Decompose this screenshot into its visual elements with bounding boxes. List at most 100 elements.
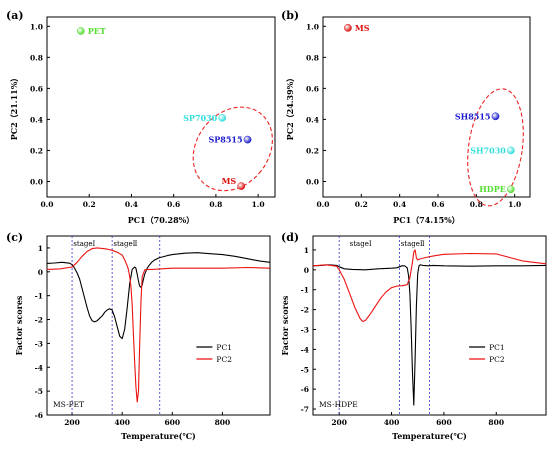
x-tick-label: 400 [384, 418, 400, 427]
panel-label: (b) [281, 9, 299, 22]
panel-b: (b) 0.0 0.2 0.4 0.6 0.8 1.0 0.0 0.2 0.4 0.6 0.8 1.0 P… [281, 9, 531, 225]
x-axis-title: Temperature(℃) [121, 431, 196, 441]
plot-frame [322, 16, 531, 198]
y-tick-label: 0.8 [306, 53, 319, 62]
y-tick-label: 0.2 [306, 146, 319, 155]
data-point-sh8515 [491, 112, 500, 121]
cluster-ellipse [467, 88, 524, 207]
point-label: PET [88, 26, 106, 36]
stage-label: stageⅠ [350, 240, 372, 248]
data-point-sp8515 [243, 135, 252, 144]
x-tick-label: 0.4 [125, 200, 138, 209]
y-tick-label: 0.0 [30, 177, 43, 186]
stage-label: stageⅡ [113, 240, 137, 248]
point-label: HDPE [479, 184, 506, 194]
x-tick-label: 0.6 [167, 200, 180, 209]
panel-c: (c) 200 400 600 800 1 0 -1 -2 -3 -4 -5 -6 Temperature… [6, 231, 271, 441]
x-tick-label: 0.4 [393, 200, 406, 209]
x-tick-label: 0.8 [209, 200, 222, 209]
point-label: SP7030 [183, 113, 217, 123]
y-tick-label: 1 [38, 244, 43, 253]
point-label: SP8515 [208, 135, 242, 145]
panel-label: (d) [281, 231, 299, 244]
series-line-pc2 [46, 247, 271, 403]
y-tick-label: 0.8 [30, 53, 43, 62]
stage-label: stageⅠ [73, 240, 95, 248]
point-label: SH8515 [455, 111, 491, 121]
x-axis-title: PC1（70.28%） [128, 215, 195, 225]
panel-a: (a) 0.0 0.2 0.4 0.6 0.8 1.0 0.0 0.2 0.4 0.6 0.8 1.0 P… [6, 9, 276, 225]
x-tick-label: 0.2 [355, 200, 368, 209]
series-line-pc1 [46, 252, 271, 340]
y-tick-label: 0.0 [306, 177, 319, 186]
x-tick-label: 1.0 [252, 200, 265, 209]
y-tick-label: 0 [38, 268, 43, 277]
y-tick-label: 0.6 [306, 84, 319, 93]
data-point-ms [237, 182, 246, 190]
x-tick-label: 0.8 [470, 200, 483, 209]
y-tick-label: 1 [304, 246, 309, 255]
y-tick-label: -5 [301, 365, 309, 374]
y-tick-label: 0.2 [30, 146, 43, 155]
x-tick-label: 0.0 [40, 200, 53, 209]
x-tick-label: 0.0 [316, 200, 329, 209]
sample-note: MS-HDPE [319, 400, 358, 409]
data-point-sp7030 [218, 114, 227, 122]
y-tick-label: -1 [35, 292, 43, 301]
point-label: SH7030 [470, 145, 506, 155]
panel-label: (c) [6, 231, 23, 244]
series-line-pc2 [312, 249, 547, 323]
y-tick-label: -3 [35, 339, 43, 348]
panel-d: (d) 200 400 600 800 1 0 -1 -2 -3 -4 -5 -6 -7 Temperatu… [280, 231, 547, 441]
plot-frame [46, 16, 276, 198]
point-label: MS [222, 176, 237, 186]
y-tick-label: -7 [301, 405, 309, 414]
y-tick-label: -2 [301, 306, 309, 315]
x-tick-label: 600 [436, 418, 452, 427]
y-axis-title: Factor scores [280, 295, 290, 355]
y-tick-label: 1.0 [306, 22, 319, 31]
x-tick-label: 1.0 [508, 200, 521, 209]
stage-label: stageⅡ [401, 240, 425, 248]
y-tick-label: -4 [35, 363, 43, 372]
y-tick-label: 0.4 [30, 115, 43, 124]
data-point-sh7030 [506, 146, 515, 155]
legend-label: PC1 [216, 343, 232, 352]
y-axis-title: Factor scores [14, 295, 24, 355]
y-tick-label: 0.4 [306, 115, 319, 124]
y-tick-label: -1 [301, 286, 309, 295]
x-tick-label: 800 [215, 418, 231, 427]
y-axis-title: PC2（24.39%） [285, 74, 295, 141]
panel-label: (a) [6, 9, 24, 22]
x-axis-title: PC1（74.15%） [393, 215, 460, 225]
sample-note: MS-PET [53, 400, 84, 409]
cluster-ellipse [192, 106, 273, 192]
plot-frame [46, 235, 271, 416]
series-line-pc1 [312, 264, 547, 406]
x-tick-label: 600 [164, 418, 180, 427]
x-tick-label: 0.6 [431, 200, 444, 209]
legend-label: PC2 [216, 355, 232, 364]
data-point-ms [344, 24, 352, 32]
legend-label: PC1 [489, 343, 505, 352]
point-label: MS [355, 23, 370, 33]
y-tick-label: 0.6 [30, 84, 43, 93]
y-tick-label: -2 [35, 316, 43, 325]
x-tick-label: 0.2 [83, 200, 96, 209]
y-tick-label: -6 [35, 411, 43, 420]
x-tick-label: 200 [331, 418, 347, 427]
y-tick-label: -5 [35, 387, 43, 396]
x-tick-label: 400 [114, 418, 130, 427]
data-point-pet [76, 27, 85, 35]
x-axis-title: Temperature(℃) [392, 431, 467, 441]
x-tick-label: 200 [64, 418, 80, 427]
data-point-hdpe [506, 185, 515, 194]
y-axis-title: PC2（21.11%） [9, 74, 19, 141]
x-tick-label: 800 [488, 418, 504, 427]
legend-label: PC2 [489, 355, 505, 364]
y-tick-label: -4 [301, 345, 309, 354]
y-tick-label: 0 [304, 266, 309, 275]
y-tick-label: -3 [301, 325, 309, 334]
y-tick-label: 1.0 [30, 22, 43, 31]
